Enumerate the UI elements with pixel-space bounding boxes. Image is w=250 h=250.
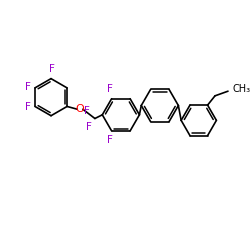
Text: F: F — [25, 102, 31, 113]
Text: O: O — [76, 104, 84, 114]
Text: F: F — [49, 64, 55, 74]
Text: F: F — [25, 82, 31, 92]
Text: F: F — [84, 106, 89, 116]
Text: CH₃: CH₃ — [233, 84, 250, 94]
Text: F: F — [107, 136, 113, 145]
Text: F: F — [86, 122, 92, 132]
Text: F: F — [107, 84, 113, 94]
